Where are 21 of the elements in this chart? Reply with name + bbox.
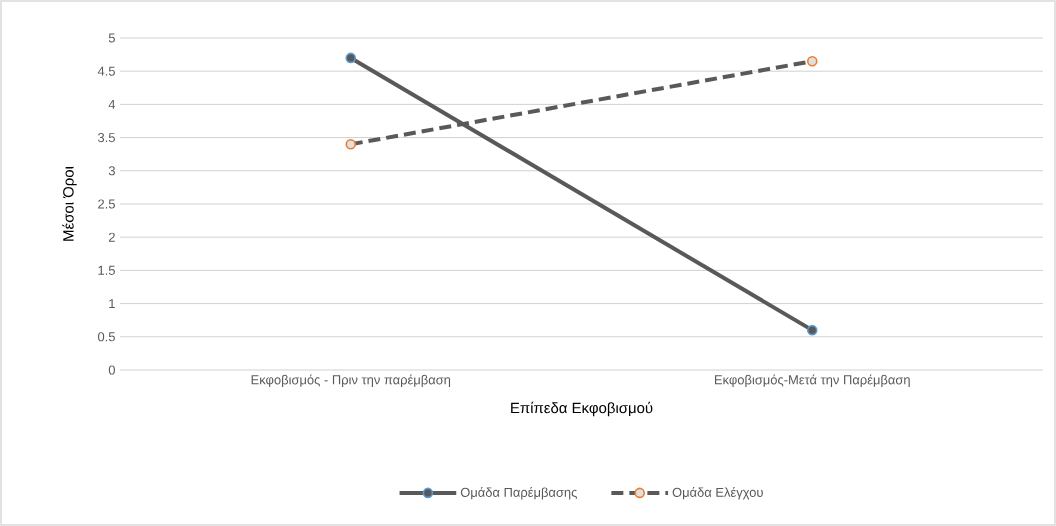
y-tick-label: 3.5	[97, 133, 115, 143]
x-tick-label: Εκφοβισμός-Μετά την Παρέμβαση	[715, 374, 910, 387]
y-tick-label: 0	[108, 365, 115, 375]
y-tick-label: 0.5	[97, 332, 115, 342]
point	[806, 55, 818, 67]
point	[345, 138, 357, 150]
y-tick-label: 3	[108, 166, 115, 176]
x-axis-title: Επίπεδα Εκφοβισμού	[511, 401, 653, 417]
y-tick-label: 4.5	[97, 66, 115, 76]
legend-label: Ομάδα Παρέμβασης	[460, 487, 577, 500]
y-tick-label: 4	[108, 99, 116, 109]
y-tick-label: 1.5	[98, 265, 115, 275]
legend-label: Ομάδα Ελέγχου	[672, 487, 763, 500]
x-tick-label: Εκφοβισμός - Πριν την παρέμβαση	[251, 374, 451, 387]
point	[345, 52, 357, 64]
y-axis-title: Μέσοι Όροι	[62, 166, 77, 241]
y-tick-label: 1	[109, 299, 115, 309]
y-tick-label: 2	[108, 232, 115, 242]
y-tick-label: 5	[108, 33, 115, 43]
point	[806, 324, 818, 336]
y-tick-label: 2.5	[98, 199, 115, 209]
